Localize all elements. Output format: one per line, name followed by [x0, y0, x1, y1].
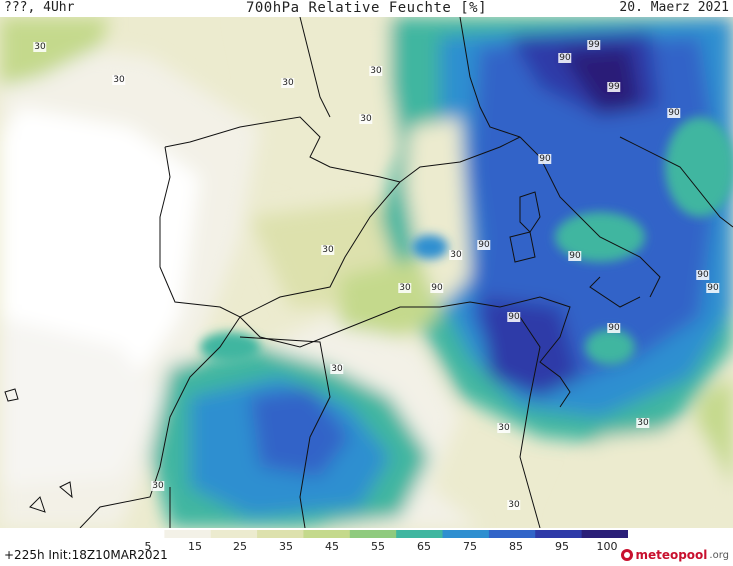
- scale-swatch: [210, 530, 258, 538]
- contour-label: 90: [667, 108, 681, 118]
- humidity-map: 30 30 30 30 30 30 30 30 30 30 30 30 30 9…: [0, 17, 733, 528]
- scale-swatch: [303, 530, 351, 538]
- humidity-field-svg: [0, 17, 733, 528]
- contour-label: 90: [477, 240, 491, 250]
- legend-footer: 5 15 25 35 45 55 65 75 85 95 100 +225h I…: [0, 528, 733, 566]
- scale-swatch: [164, 530, 212, 538]
- valid-time-label: ???, 4Uhr: [4, 0, 75, 15]
- contour-label: 30: [112, 75, 126, 85]
- scale-tick: 75: [463, 540, 477, 553]
- logo-domain: .org: [709, 549, 729, 561]
- scale-swatch: [488, 530, 536, 538]
- contour-label: 30: [398, 283, 412, 293]
- scale-swatch: [535, 530, 583, 538]
- logo-mark-icon: [621, 549, 634, 561]
- contour-label: 90: [538, 154, 552, 164]
- contour-label: 30: [497, 423, 511, 433]
- contour-label: 30: [449, 250, 463, 260]
- header-bar: ???, 4Uhr 700hPa Relative Feuchte [%] 20…: [0, 0, 733, 18]
- contour-label: 99: [587, 40, 601, 50]
- contour-label: 30: [369, 66, 383, 76]
- scale-swatch: [581, 530, 628, 538]
- scale-tick: 95: [555, 540, 569, 553]
- coastlines: [4, 17, 733, 528]
- logo-text: meteopool: [635, 548, 708, 562]
- contour-label: 90: [706, 283, 720, 293]
- model-run-label: +225h Init:18Z10MAR2021: [4, 548, 168, 562]
- contour-label: 30: [281, 78, 295, 88]
- scale-tick: 55: [371, 540, 385, 553]
- contour-label: 30: [359, 114, 373, 124]
- scale-tick: 85: [509, 540, 523, 553]
- scale-tick: 15: [188, 540, 202, 553]
- humidity-shading: [0, 17, 733, 528]
- map-title: 700hPa Relative Feuchte [%]: [245, 0, 488, 16]
- contour-label: 30: [151, 481, 165, 491]
- scale-swatch: [396, 530, 444, 538]
- contour-label: 90: [430, 283, 444, 293]
- contour-label: 30: [507, 500, 521, 510]
- contour-label: 90: [558, 53, 572, 63]
- scale-swatch: [257, 530, 304, 538]
- scale-tick: 65: [417, 540, 431, 553]
- scale-tick: 100: [596, 540, 618, 553]
- contour-label: 30: [33, 42, 47, 52]
- contour-label: 90: [507, 312, 521, 322]
- contour-label: 90: [696, 270, 710, 280]
- scale-tick: 25: [233, 540, 247, 553]
- contour-label: 30: [330, 364, 344, 374]
- contour-label: 30: [636, 418, 650, 428]
- contour-label: 90: [607, 323, 621, 333]
- contour-label: 99: [607, 82, 621, 92]
- scale-tick: 45: [325, 540, 339, 553]
- meteopool-logo[interactable]: meteopool .org: [621, 547, 729, 563]
- valid-date-label: 20. Maerz 2021: [619, 0, 729, 15]
- scale-swatch: [118, 530, 165, 538]
- color-scale-bar: [118, 530, 628, 538]
- contour-label: 90: [568, 251, 582, 261]
- scale-tick: 5: [144, 540, 152, 553]
- scale-swatch: [442, 530, 490, 538]
- contour-label: 30: [321, 245, 335, 255]
- scale-tick: 35: [279, 540, 293, 553]
- scale-swatch: [349, 530, 397, 538]
